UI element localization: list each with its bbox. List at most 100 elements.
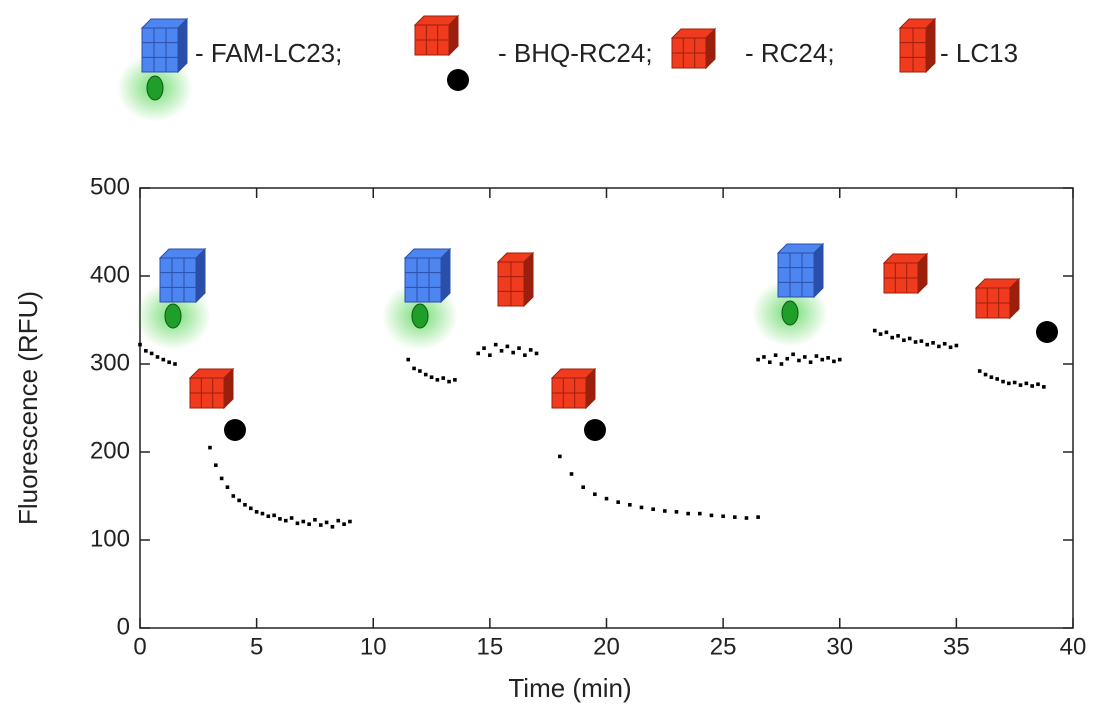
fluorophore [411, 303, 429, 329]
data-point [884, 330, 889, 335]
data-point [1036, 382, 1040, 387]
data-point [808, 360, 813, 365]
y-tick-label: 500 [90, 173, 130, 200]
cube-icon [898, 17, 937, 74]
data-point [243, 503, 247, 507]
data-point [581, 485, 585, 489]
data-point [295, 521, 300, 526]
data-point [779, 362, 784, 366]
data-point [558, 454, 562, 459]
data-point [762, 355, 766, 359]
data-point [1042, 385, 1046, 389]
y-tick-label: 0 [117, 613, 130, 640]
data-point [767, 360, 772, 365]
cube-icon [882, 252, 929, 295]
cube-side [813, 242, 824, 299]
data-point [429, 375, 434, 379]
data-point [272, 513, 276, 518]
data-point [925, 342, 930, 347]
data-point [324, 520, 329, 525]
legend-label: - BHQ-RC24; [498, 38, 653, 68]
data-point [896, 334, 900, 338]
data-point [593, 492, 597, 497]
data-point [493, 342, 498, 347]
data-point [278, 517, 282, 521]
data-point [1030, 384, 1034, 388]
data-point [482, 346, 486, 350]
cube-icon [670, 27, 717, 70]
data-point [1012, 380, 1017, 385]
data-point [307, 522, 311, 526]
data-point [721, 514, 725, 519]
cube-icon [158, 247, 207, 304]
cube-front [404, 257, 442, 303]
data-point [686, 511, 690, 516]
data-point [937, 344, 941, 349]
legend-label: - RC24; [745, 38, 835, 68]
data-point [149, 351, 154, 356]
data-point [674, 510, 679, 514]
icons [117, 14, 1058, 441]
data-point [954, 343, 959, 348]
cube-side [195, 247, 206, 304]
data-point [826, 356, 830, 360]
data-point [505, 344, 510, 349]
data-point [283, 518, 288, 523]
cube-icon [413, 14, 460, 57]
data-point [878, 332, 883, 336]
x-axis-label: Time (min) [508, 673, 631, 703]
data-point [435, 378, 440, 382]
data-point [423, 372, 428, 377]
data-point [837, 357, 842, 362]
cube-front [141, 27, 179, 73]
cube-side [925, 17, 936, 74]
data-point [219, 476, 224, 481]
data-point [820, 357, 825, 362]
x-tick-label: 15 [477, 633, 504, 660]
data-point [266, 514, 271, 519]
quencher [447, 69, 469, 91]
x-tick-label: 25 [710, 633, 737, 660]
data-point [534, 351, 539, 356]
data-point [709, 513, 714, 518]
data-point [732, 515, 737, 519]
data-point [499, 349, 504, 353]
data-point [318, 523, 323, 527]
data-point [167, 360, 171, 365]
data-point [907, 336, 912, 341]
data-point [528, 348, 533, 352]
quencher [224, 419, 246, 441]
data-point [797, 358, 801, 363]
data-point [301, 519, 306, 524]
data-point [348, 519, 352, 524]
data-point [144, 349, 148, 353]
data-point [313, 517, 317, 522]
data-point [511, 350, 515, 355]
data-point [802, 355, 807, 359]
data-point [476, 351, 481, 356]
data-point [447, 379, 451, 384]
data-point [989, 375, 994, 379]
fluorophore [146, 75, 164, 101]
data-point [336, 518, 341, 523]
data-point [523, 353, 527, 357]
data-point [1024, 381, 1029, 386]
legend-label: - FAM-LC23; [195, 38, 342, 68]
data-point [948, 345, 953, 350]
data-point [569, 472, 574, 476]
cube-icon [776, 242, 825, 299]
cube-icon [974, 277, 1021, 320]
data-point [161, 357, 166, 362]
cube-icon [403, 247, 452, 304]
data-point [913, 340, 918, 344]
y-tick-label: 300 [90, 349, 130, 376]
data-point [342, 522, 346, 526]
data-point [418, 369, 422, 373]
cube-icon [550, 367, 597, 410]
data-point [412, 366, 416, 371]
quencher [1036, 321, 1058, 343]
data-point [138, 342, 142, 347]
data-point [330, 525, 335, 529]
data-point [155, 355, 160, 359]
data-point [1018, 383, 1023, 387]
